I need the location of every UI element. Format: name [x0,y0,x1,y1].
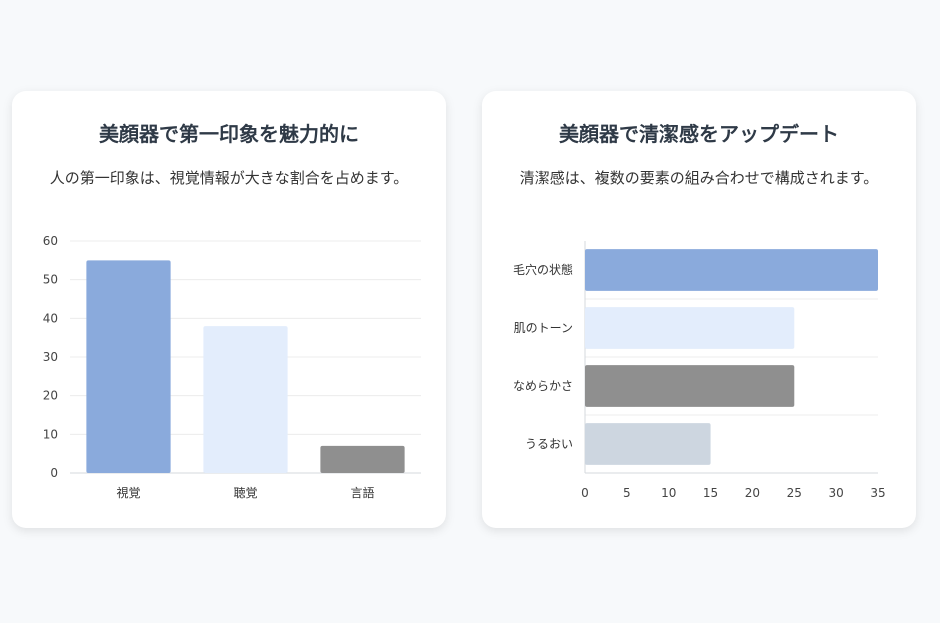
x-tick-label: 言語 [350,485,374,500]
x-tick-label: 15 [703,486,718,500]
y-tick-label: 50 [43,273,58,287]
bar [585,365,795,407]
bar [320,445,405,473]
bar-chart-vertical: 0 10 20 30 40 50 60 視覚 聴覚 言語 [43,234,421,500]
x-tick-label: 5 [623,486,631,500]
x-tick-label: 35 [870,486,885,500]
card-title: 美顔器で第一印象を魅力的に [99,122,359,146]
chart-card-cleanliness: 美顔器で清潔感をアップデート 清潔感は、複数の要素の組み合わせで構成されます。 … [482,91,916,528]
y-tick-label: 60 [43,234,58,248]
bar [203,326,288,473]
y-tick-label: 10 [43,427,58,441]
y-tick-label: なめらかさ [513,379,573,393]
x-tick-label: 聴覚 [233,486,257,500]
x-tick-label: 25 [787,486,802,500]
chart-card-first-impression: 美顔器で第一印象を魅力的に 人の第一印象は、視覚情報が大きな割合を占めます。 0… [12,91,446,528]
x-tick-label: 20 [745,486,760,500]
x-tick-label: 30 [829,486,844,500]
card-description: 清潔感は、複数の要素の組み合わせで構成されます。 [519,169,879,187]
bar [585,423,711,465]
card-title: 美顔器で清潔感をアップデート [559,122,839,146]
y-tick-label: 20 [43,389,58,403]
bar [585,249,878,291]
y-tick-label: 0 [50,466,58,480]
y-tick-label: 40 [43,311,58,325]
x-tick-label: 10 [661,486,676,500]
x-tick-label: 0 [581,486,589,500]
y-tick-label: 30 [43,350,58,364]
y-tick-label: うるおい [525,437,573,451]
bar [585,307,795,349]
card-description: 人の第一印象は、視覚情報が大きな割合を占めます。 [49,169,409,187]
y-tick-label: 肌のトーン [514,321,573,335]
y-tick-label: 毛穴の状態 [513,262,573,277]
x-tick-label: 視覚 [116,485,140,500]
bar [86,260,171,473]
